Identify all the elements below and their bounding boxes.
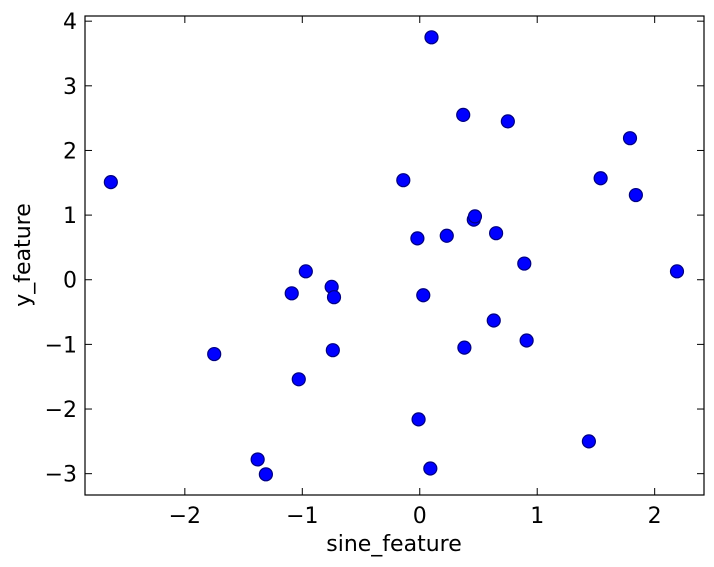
ticks-layer: −2 −1 0 1 2 −3 −2 −1 0 1 2 3 4 <box>45 10 704 529</box>
points-layer <box>103 30 685 482</box>
data-point-4 <box>284 286 299 301</box>
y-tick-label-0: −3 <box>45 463 77 488</box>
x-tick-label-4: 2 <box>648 504 662 529</box>
data-point-6 <box>298 264 313 279</box>
y-tick-label-1: −2 <box>45 398 77 423</box>
data-point-22 <box>489 226 504 241</box>
plot-area <box>85 16 704 495</box>
x-tick-label-3: 1 <box>530 504 544 529</box>
data-point-27 <box>593 171 608 186</box>
y-tick-label-6: 3 <box>63 75 77 100</box>
data-point-9 <box>325 343 340 358</box>
data-point-8 <box>326 290 342 305</box>
data-point-29 <box>628 187 643 203</box>
data-point-20 <box>467 209 483 224</box>
data-point-12 <box>411 412 426 427</box>
data-point-14 <box>423 461 438 476</box>
data-point-30 <box>669 264 685 279</box>
data-point-26 <box>581 434 596 449</box>
data-point-18 <box>457 340 472 355</box>
y-tick-label-2: −1 <box>45 333 77 358</box>
data-point-17 <box>456 107 471 123</box>
y-tick-label-5: 2 <box>63 139 77 164</box>
data-point-28 <box>622 131 638 146</box>
data-point-3 <box>258 467 273 482</box>
data-point-10 <box>396 173 411 188</box>
data-point-11 <box>410 231 425 246</box>
data-point-25 <box>519 333 534 348</box>
data-point-21 <box>486 313 501 328</box>
data-point-24 <box>517 256 532 271</box>
y-axis-label: y_feature <box>11 203 36 306</box>
data-point-13 <box>416 288 431 303</box>
data-point-23 <box>500 114 515 129</box>
data-point-1 <box>207 346 222 362</box>
x-tick-label-2: 0 <box>413 504 427 529</box>
y-tick-label-3: 0 <box>63 269 77 294</box>
data-point-15 <box>424 30 439 45</box>
y-tick-label-7: 4 <box>63 10 77 35</box>
y-tick-label-4: 1 <box>63 204 77 229</box>
x-axis-label: sine_feature <box>326 532 461 557</box>
data-point-16 <box>439 228 454 243</box>
x-tick-label-0: −2 <box>169 504 201 529</box>
data-point-2 <box>250 452 265 467</box>
x-tick-label-1: −1 <box>286 504 318 529</box>
data-point-0 <box>103 175 118 190</box>
plot-frame <box>84 15 705 496</box>
data-point-5 <box>291 372 306 387</box>
